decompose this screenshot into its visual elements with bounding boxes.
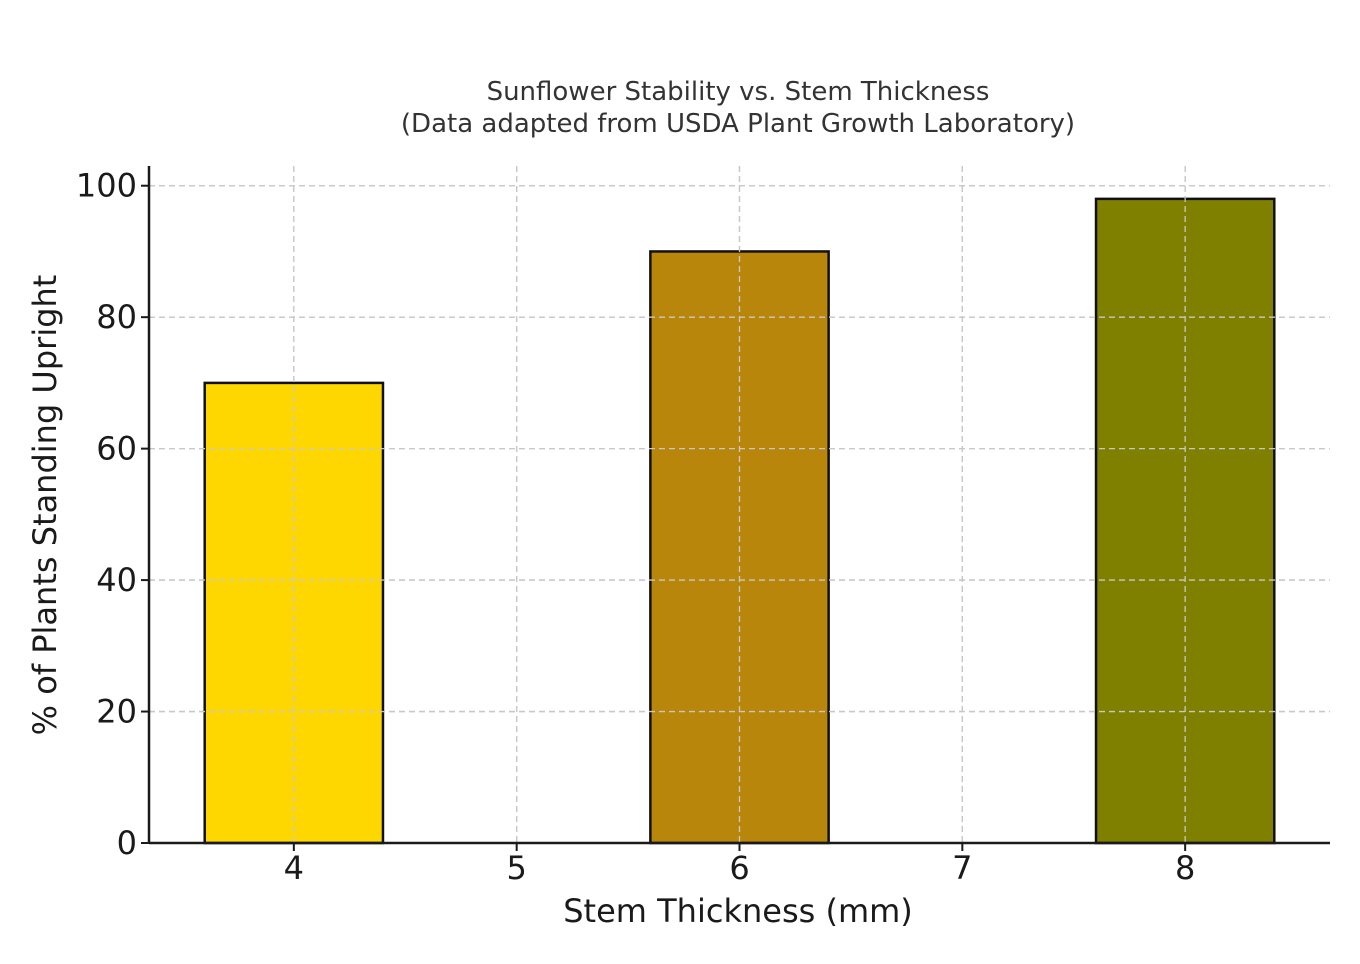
x-tick-label: 8 bbox=[1175, 849, 1195, 887]
bars bbox=[149, 166, 1330, 845]
x-tick-label: 4 bbox=[284, 849, 304, 887]
y-axis-label: % of Plants Standing Upright bbox=[26, 275, 64, 736]
chart-title: Sunflower Stability vs. Stem Thickness bbox=[487, 77, 990, 107]
y-tick-label: 60 bbox=[96, 430, 137, 468]
y-tick-label: 100 bbox=[76, 167, 137, 205]
y-tick-label: 40 bbox=[96, 561, 137, 599]
x-tick-label: 7 bbox=[952, 849, 972, 887]
chart-subtitle: (Data adapted from USDA Plant Growth Lab… bbox=[401, 109, 1075, 139]
x-axis-label: Stem Thickness (mm) bbox=[563, 892, 913, 930]
y-tick-label: 20 bbox=[96, 693, 137, 731]
y-tick-label: 0 bbox=[117, 824, 137, 862]
y-tick-label: 80 bbox=[96, 298, 137, 336]
x-tick-label: 5 bbox=[506, 849, 526, 887]
x-tick-label: 6 bbox=[729, 849, 749, 887]
